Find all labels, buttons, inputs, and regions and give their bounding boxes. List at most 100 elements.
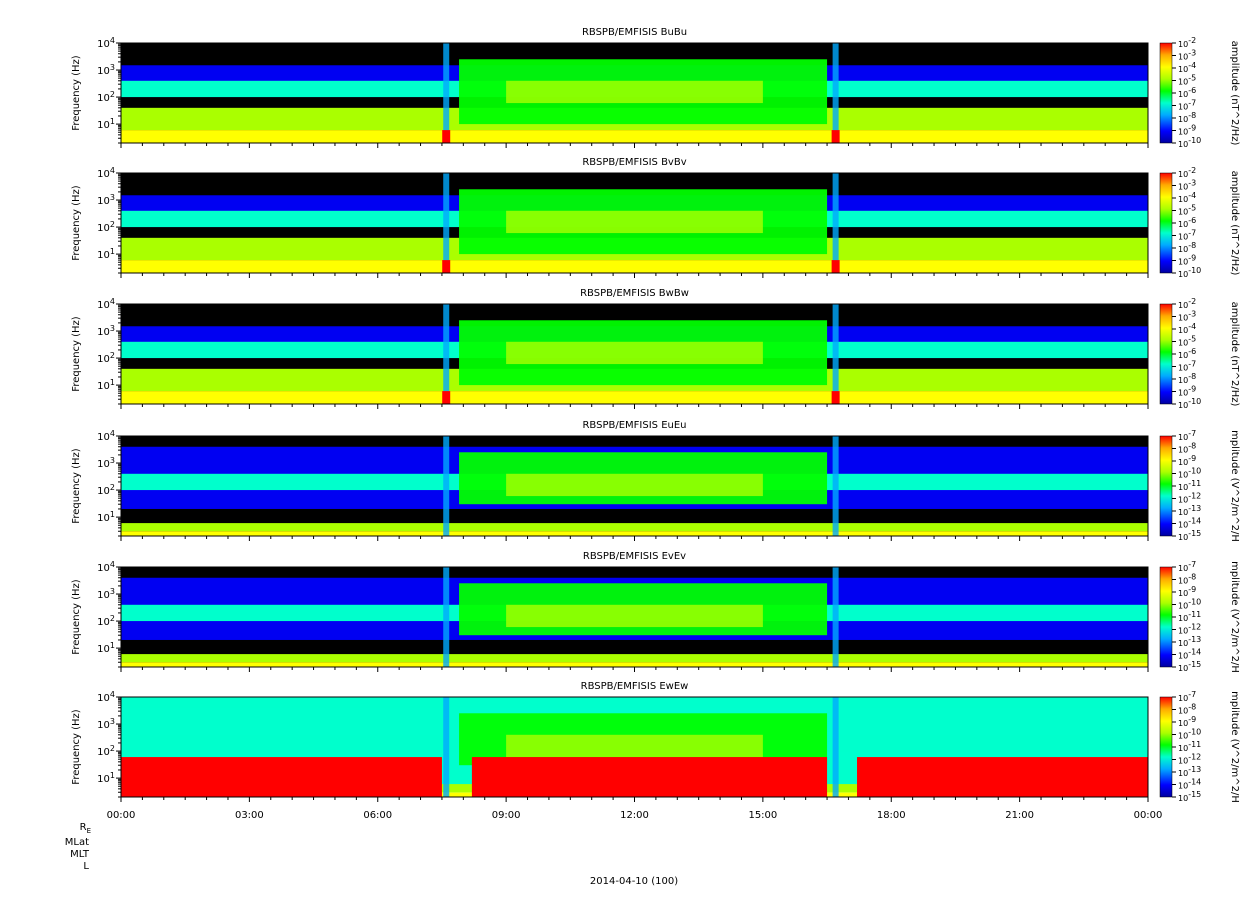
y-tick-label: 103 [97, 193, 115, 207]
colorbar-tick-label: 10-9 [1178, 454, 1196, 467]
y-tick-label: 101 [97, 641, 115, 655]
heatmap-region-saturated [857, 757, 1148, 797]
y-axis-label: Frequency (Hz) [71, 55, 82, 131]
heatmap-perigee-hotspot [442, 391, 451, 404]
colorbar-tick-label: 10-10 [1178, 467, 1201, 480]
colorbar-tick-label: 10-3 [1178, 179, 1196, 192]
colorbar-label: mplitude (V^2/m^2/H [1229, 561, 1240, 673]
heatmap-perigee-spike [832, 43, 839, 143]
y-tick-label: 102 [97, 90, 115, 104]
colorbar-tick-label: 10-7 [1178, 229, 1196, 242]
colorbar-tick-label: 10-8 [1178, 703, 1196, 716]
heatmap-region-chorus-core [506, 604, 763, 628]
bottom-time-axis: RE MLat MLT L 2014-04-10 (100) 00:00 03:0… [65, 810, 1163, 887]
heatmap-region-chorus-core [506, 80, 763, 104]
x-tick-label: 00:00 [1134, 810, 1163, 821]
heatmap-region-chorus-core [506, 210, 763, 234]
heatmap-perigee-spike [832, 173, 839, 273]
colorbar-tick-label: 10-9 [1178, 585, 1196, 598]
heatmap-region-chorus-core [506, 341, 763, 365]
heatmap-perigee-hotspot [831, 260, 840, 273]
colorbar-tick-label: 10-7 [1178, 429, 1196, 442]
heatmap-band-bottom [121, 531, 1148, 536]
colorbar-tick-label: 10-7 [1178, 360, 1196, 373]
y-tick-label: 101 [97, 510, 115, 524]
colorbar-tick-label: 10-4 [1178, 322, 1196, 335]
x-tick-label: 18:00 [877, 810, 906, 821]
colorbar-tick-label: 10-9 [1178, 124, 1196, 137]
heatmap-perigee-spike [832, 436, 839, 536]
heatmap-perigee-spike [832, 697, 839, 797]
y-tick-label: 103 [97, 324, 115, 338]
colorbar-label: amplitude (nT^2/Hz) [1229, 41, 1240, 146]
colorbar-tick-label: 10-13 [1178, 504, 1201, 517]
panel-title: RBSPB/EMFISIS BwBw [580, 288, 689, 299]
y-tick-label: 101 [97, 247, 115, 261]
colorbar-tick-label: 10-6 [1178, 216, 1196, 229]
orbit-label-re: RE [80, 822, 91, 835]
colorbar-tick-label: 10-12 [1178, 753, 1201, 766]
heatmap-perigee-hotspot [442, 130, 451, 143]
colorbar [1159, 435, 1173, 537]
heatmap-perigee-spike [443, 436, 450, 536]
colorbar-tick-label: 10-10 [1178, 598, 1201, 611]
panel-title: RBSPB/EMFISIS EwEw [581, 681, 689, 692]
spectrogram-panel: RBSPB/EMFISIS BwBw 104 103 102 101 Frequency … [71, 288, 1240, 410]
colorbar-tick-label: 10-5 [1178, 74, 1196, 87]
colorbar-tick-label: 10-10 [1178, 136, 1201, 149]
y-tick-label: 102 [97, 744, 115, 758]
heatmap-band-low-freq [121, 523, 1148, 532]
spectrogram-panel: RBSPB/EMFISIS EvEv 104 103 102 101 Frequency … [71, 551, 1240, 673]
y-axis-label: Frequency (Hz) [71, 316, 82, 392]
y-tick-label: 102 [97, 220, 115, 234]
colorbar-tick-label: 10-2 [1178, 36, 1196, 49]
heatmap-band-bottom [121, 260, 1148, 273]
colorbar-tick-label: 10-4 [1178, 61, 1196, 74]
colorbar-label: amplitude (nT^2/Hz) [1229, 171, 1240, 276]
colorbar-tick-label: 10-8 [1178, 111, 1196, 124]
colorbar-tick-label: 10-11 [1178, 610, 1201, 623]
orbit-label-mlt: MLT [70, 849, 90, 860]
colorbar [1159, 42, 1173, 144]
colorbar-tick-label: 10-14 [1178, 778, 1201, 791]
x-tick-label: 12:00 [620, 810, 649, 821]
colorbar-tick-label: 10-11 [1178, 740, 1201, 753]
colorbar-tick-label: 10-7 [1178, 690, 1196, 703]
colorbar [1159, 696, 1173, 798]
y-tick-label: 101 [97, 117, 115, 131]
y-tick-label: 102 [97, 614, 115, 628]
heatmap-perigee-spike [443, 697, 450, 797]
heatmap-perigee-spike [443, 173, 450, 273]
colorbar [1159, 566, 1173, 668]
y-tick-label: 102 [97, 351, 115, 365]
colorbar-tick-label: 10-10 [1178, 397, 1201, 410]
colorbar-tick-label: 10-11 [1178, 479, 1201, 492]
y-tick-label: 101 [97, 771, 115, 785]
spectrogram-panel: RBSPB/EMFISIS BuBu 104 103 102 101 Frequency … [71, 27, 1240, 149]
colorbar-tick-label: 10-3 [1178, 310, 1196, 323]
colorbar-tick-label: 10-8 [1178, 372, 1196, 385]
y-axis-label: Frequency (Hz) [71, 579, 82, 655]
colorbar-tick-label: 10-2 [1178, 166, 1196, 179]
heatmap-perigee-spike [443, 567, 450, 667]
colorbar-tick-label: 10-4 [1178, 191, 1196, 204]
y-tick-label: 103 [97, 717, 115, 731]
spectrogram-panel: RBSPB/EMFISIS BvBv 104 103 102 101 Frequency … [71, 157, 1240, 279]
y-tick-label: 103 [97, 456, 115, 470]
colorbar-tick-label: 10-12 [1178, 623, 1201, 636]
heatmap-perigee-spike [443, 304, 450, 404]
y-tick-label: 102 [97, 483, 115, 497]
heatmap-perigee-spike [443, 43, 450, 143]
heatmap-perigee-hotspot [831, 391, 840, 404]
y-tick-label: 103 [97, 587, 115, 601]
colorbar-tick-label: 10-15 [1178, 790, 1201, 803]
spectrogram-panel: RBSPB/EMFISIS EuEu 104 103 102 101 Frequency … [71, 420, 1240, 542]
colorbar-tick-label: 10-13 [1178, 635, 1201, 648]
colorbar-tick-label: 10-10 [1178, 728, 1201, 741]
colorbar-tick-label: 10-9 [1178, 715, 1196, 728]
panel-title: RBSPB/EMFISIS BuBu [582, 27, 687, 38]
colorbar-tick-label: 10-8 [1178, 442, 1196, 455]
panel-title: RBSPB/EMFISIS EvEv [583, 551, 686, 562]
date-label: 2014-04-10 (100) [590, 876, 678, 887]
